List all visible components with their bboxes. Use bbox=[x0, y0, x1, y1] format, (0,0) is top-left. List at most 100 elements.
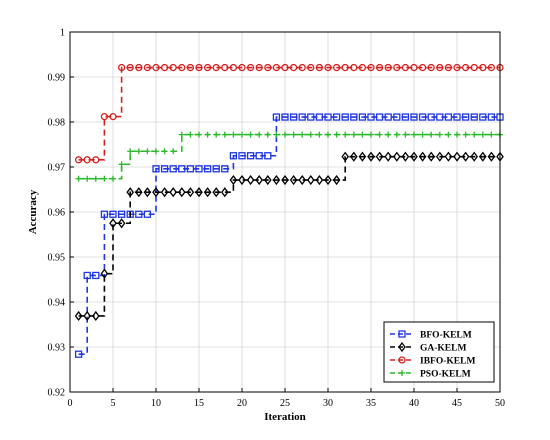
data-point bbox=[246, 63, 255, 72]
data-point bbox=[358, 113, 367, 121]
data-point bbox=[307, 113, 315, 121]
data-point bbox=[229, 174, 238, 186]
data-point bbox=[109, 218, 117, 229]
x-tick-label: 25 bbox=[280, 398, 290, 409]
series-pso-kelm bbox=[75, 131, 503, 182]
data-point bbox=[487, 63, 496, 72]
data-point bbox=[418, 113, 427, 121]
data-point bbox=[350, 131, 357, 138]
data-point bbox=[341, 151, 350, 162]
data-point bbox=[160, 165, 169, 173]
data-point bbox=[428, 131, 435, 138]
data-point bbox=[367, 63, 375, 72]
data-point bbox=[410, 113, 418, 121]
data-point bbox=[92, 156, 100, 164]
data-point bbox=[100, 210, 109, 218]
x-tick-label: 10 bbox=[151, 398, 161, 409]
data-point bbox=[324, 63, 332, 72]
data-point bbox=[92, 175, 99, 182]
data-point bbox=[83, 156, 91, 164]
data-point bbox=[153, 148, 159, 155]
data-point bbox=[367, 113, 375, 121]
legend-item: BFO-KELM bbox=[390, 330, 472, 341]
data-point bbox=[410, 151, 418, 162]
data-point bbox=[177, 187, 186, 198]
data-point bbox=[444, 151, 453, 162]
axis-ticks: 0 5 10 15 20 25 30 35 40 45 50 0.92 0.93 0.94 0.95 0.96… bbox=[48, 28, 506, 410]
data-point bbox=[186, 63, 195, 72]
data-point bbox=[100, 268, 109, 279]
data-point bbox=[289, 63, 298, 72]
data-point bbox=[195, 187, 203, 198]
x-tick-label: 20 bbox=[237, 398, 247, 409]
data-point bbox=[282, 131, 288, 138]
data-point bbox=[332, 113, 341, 121]
data-point bbox=[126, 63, 134, 72]
data-point bbox=[401, 113, 410, 121]
data-point bbox=[385, 131, 392, 138]
data-point bbox=[281, 63, 289, 72]
data-point bbox=[178, 165, 186, 173]
legend-marker bbox=[398, 356, 406, 364]
data-point bbox=[342, 131, 349, 138]
data-point bbox=[281, 113, 289, 121]
data-point bbox=[479, 113, 487, 121]
data-point bbox=[479, 131, 486, 138]
data-point bbox=[160, 63, 169, 72]
data-point bbox=[273, 131, 280, 138]
data-point bbox=[470, 151, 479, 162]
data-point bbox=[187, 131, 194, 138]
data-point bbox=[375, 113, 384, 121]
x-tick-label: 5 bbox=[111, 398, 116, 409]
y-tick-label: 0.97 bbox=[48, 163, 66, 174]
data-point bbox=[401, 63, 410, 72]
data-point bbox=[144, 148, 151, 155]
legend: BFO-KELM GA-KELM IBFO-KELM PSO-KELM bbox=[383, 321, 495, 383]
data-point bbox=[316, 131, 323, 138]
data-point bbox=[109, 112, 117, 121]
data-point bbox=[470, 113, 478, 121]
data-point bbox=[376, 131, 383, 138]
data-point bbox=[427, 113, 435, 121]
data-point bbox=[264, 152, 272, 160]
data-point bbox=[117, 63, 126, 72]
data-point bbox=[298, 63, 306, 72]
data-point bbox=[418, 151, 427, 162]
data-point bbox=[238, 63, 246, 72]
data-point bbox=[220, 187, 229, 198]
data-point bbox=[393, 63, 401, 72]
data-point bbox=[487, 113, 496, 121]
data-point bbox=[298, 113, 306, 121]
x-tick-label: 15 bbox=[194, 398, 204, 409]
data-point bbox=[229, 152, 238, 160]
data-point bbox=[350, 113, 358, 121]
data-point bbox=[341, 113, 349, 121]
data-point bbox=[453, 63, 461, 72]
data-point bbox=[74, 350, 83, 358]
data-point bbox=[135, 210, 143, 218]
data-point bbox=[221, 63, 229, 72]
data-point bbox=[325, 131, 331, 138]
data-point bbox=[186, 187, 195, 198]
data-point bbox=[418, 63, 427, 72]
data-point bbox=[324, 174, 332, 186]
data-point bbox=[152, 165, 160, 173]
data-point bbox=[435, 151, 444, 162]
data-point bbox=[298, 174, 307, 186]
y-tick-label: 0.96 bbox=[48, 208, 66, 219]
data-point bbox=[410, 63, 418, 72]
data-point bbox=[239, 131, 245, 138]
data-point bbox=[487, 151, 496, 162]
data-point bbox=[454, 131, 460, 138]
legend-marker bbox=[399, 370, 405, 376]
data-point bbox=[256, 131, 263, 138]
data-point bbox=[470, 63, 478, 72]
data-point bbox=[212, 63, 220, 72]
data-point bbox=[324, 113, 332, 121]
y-tick-label: 0.98 bbox=[48, 118, 66, 129]
data-point bbox=[152, 63, 160, 72]
data-point bbox=[169, 187, 178, 198]
data-point bbox=[315, 174, 324, 186]
data-point bbox=[349, 151, 358, 162]
data-point bbox=[212, 187, 221, 198]
